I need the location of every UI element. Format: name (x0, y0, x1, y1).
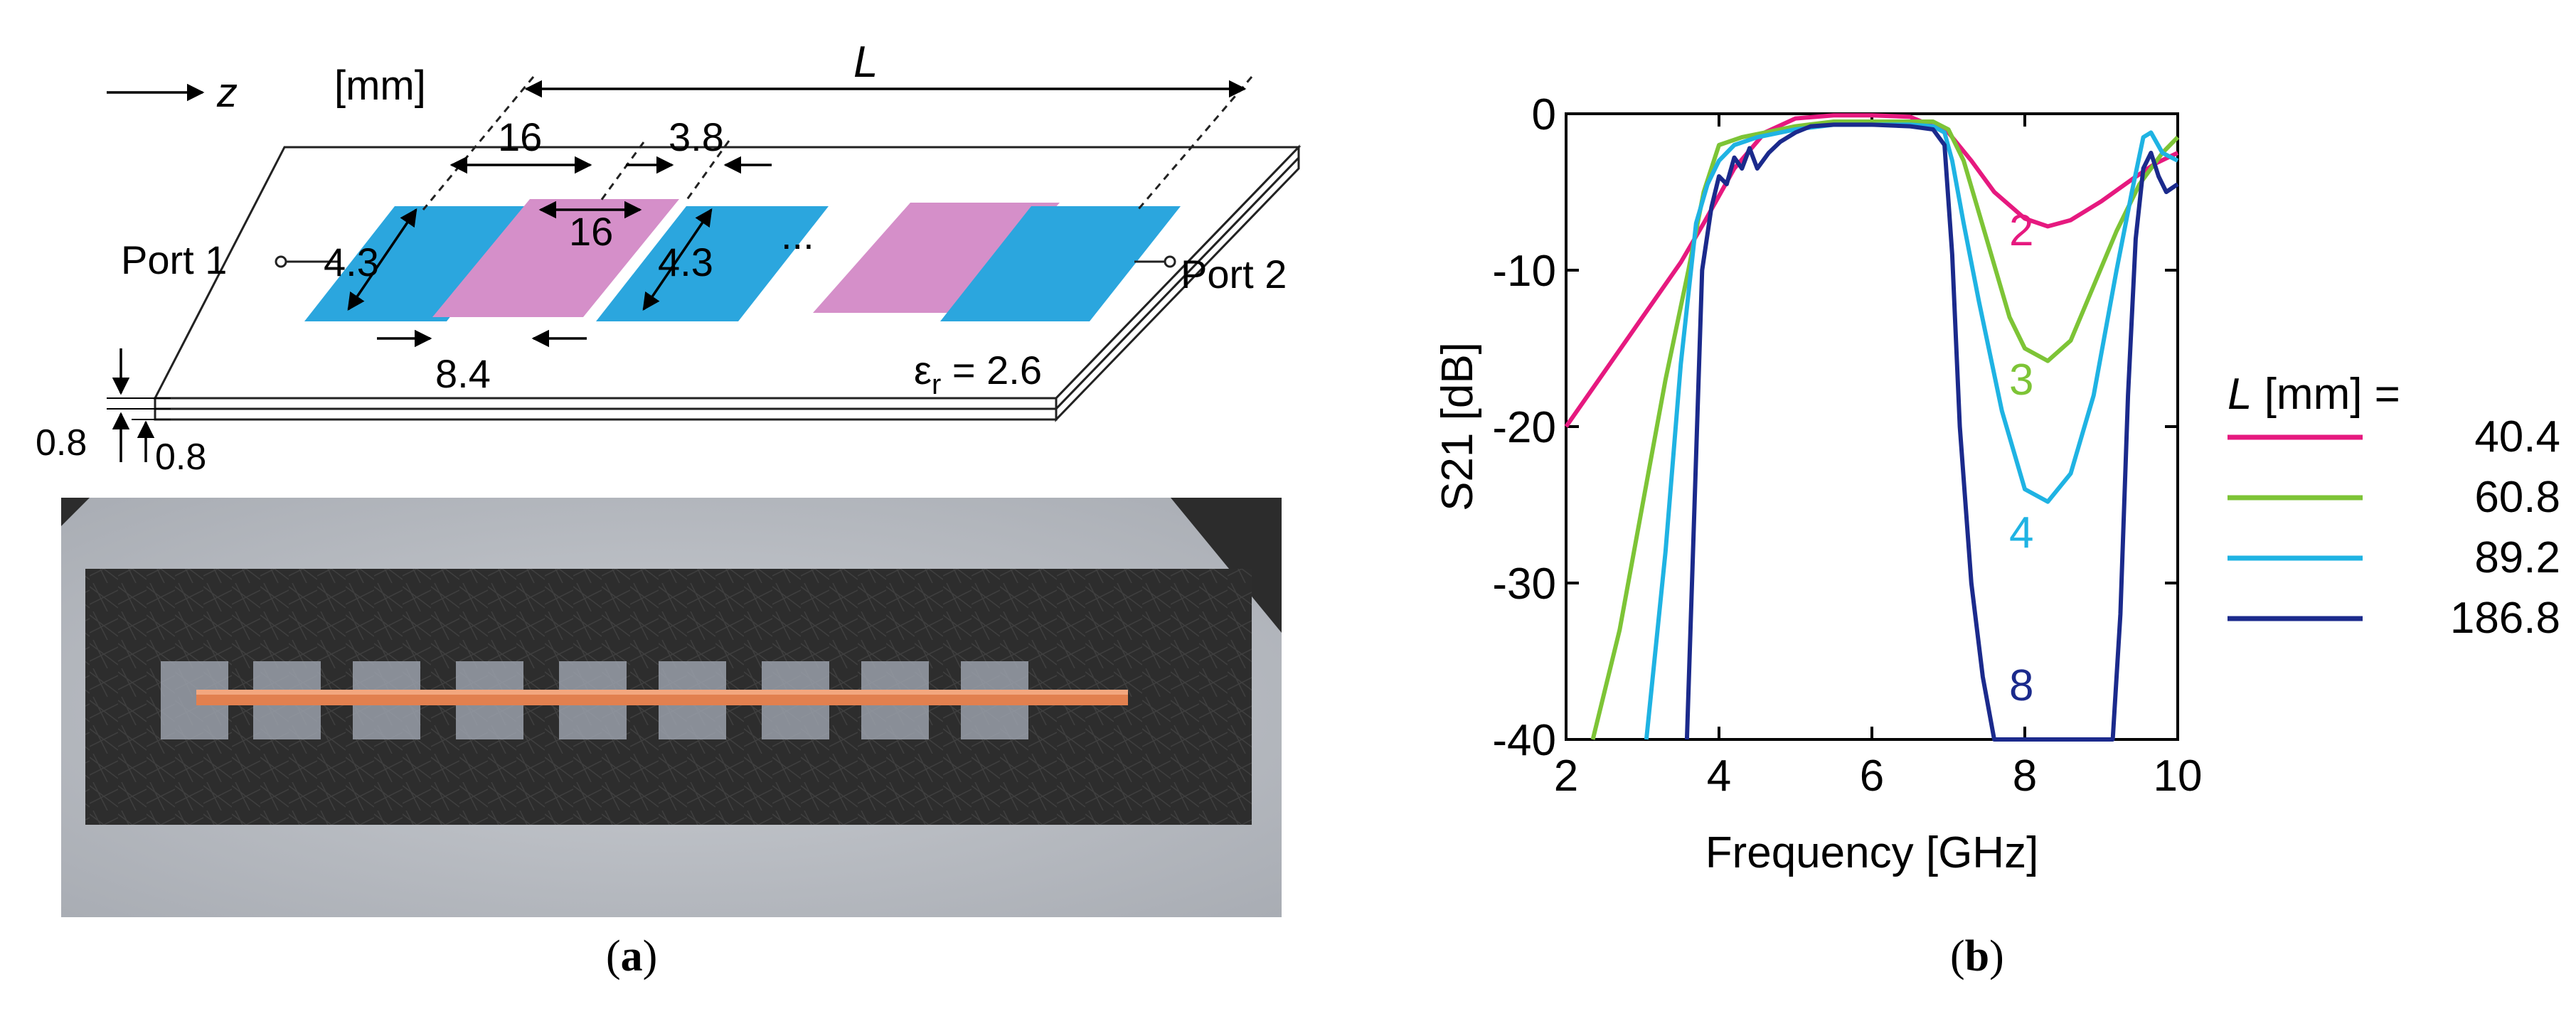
caption-a-letter: a (620, 932, 643, 980)
dim-patch-width-2: 16 (569, 209, 613, 254)
filter-photo (61, 498, 1282, 917)
legend-label: 60.8 (2474, 473, 2560, 522)
pink-patch-1 (432, 199, 679, 317)
y-tick-label: -40 (1492, 716, 1556, 765)
x-axis-label: Frequency [GHz] (1705, 828, 2039, 877)
dim-height-2: 4.3 (658, 240, 713, 284)
caption-b: (b) (1950, 932, 2004, 980)
legend-title: L [mm] = (2228, 370, 2400, 419)
legend-label: 89.2 (2474, 533, 2560, 582)
legend-title-symbol: L (2228, 370, 2252, 419)
legend-title-unit: [mm] = (2252, 370, 2400, 419)
y-axis-label: S21 [dB] (1433, 342, 1482, 511)
curve-label-40-4: 2 (2009, 206, 2033, 255)
x-tick-label: 8 (2013, 752, 2037, 801)
series-line-60-8 (1590, 119, 2180, 740)
permittivity-subscript: r (932, 369, 941, 400)
y-tick-label: 0 (1532, 90, 1556, 139)
curve-label-60-8: 3 (2009, 356, 2033, 405)
dim-gap: 3.8 (669, 114, 724, 159)
figure-panel-a: z [mm] L 16 3.8 16 4.3 4.3 ... Port 1 Po… (36, 38, 1302, 980)
dimension-arrows (107, 80, 1247, 462)
thickness-label-1: 0.8 (36, 422, 87, 464)
port1-label: Port 1 (121, 237, 227, 282)
length-label: L (853, 38, 878, 87)
blue-patch-3 (940, 206, 1181, 321)
y-tick-label: -10 (1492, 247, 1556, 296)
curve-label-186-8: 8 (2009, 661, 2033, 710)
x-tick-label: 4 (1707, 752, 1731, 801)
unit-label: [mm] (334, 63, 426, 109)
ellipsis: ... (781, 213, 814, 257)
caption-b-letter: b (1964, 932, 1990, 980)
series-line-89-2 (1644, 122, 2179, 740)
y-tick-label: -20 (1492, 403, 1556, 452)
legend-label: 40.4 (2474, 412, 2560, 461)
curve-label-89-2: 4 (2009, 508, 2033, 557)
port2-label: Port 2 (1181, 252, 1287, 296)
x-tick-label: 2 (1554, 752, 1578, 801)
reference-lines (422, 76, 1253, 210)
series-line-40-4 (1564, 113, 2179, 428)
thickness-label-2: 0.8 (155, 437, 206, 478)
y-tick-label: -30 (1492, 560, 1556, 609)
z-axis-label: z (216, 70, 238, 116)
series-line-186-8 (1684, 122, 2179, 742)
x-tick-label: 10 (2154, 752, 2203, 801)
pink-patch-2 (813, 203, 1060, 313)
caption-a: (a) (606, 932, 658, 980)
filter-schematic: z [mm] L 16 3.8 16 4.3 4.3 ... Port 1 Po… (36, 38, 1302, 478)
dim-height-1: 4.3 (324, 240, 379, 284)
permittivity-value: = 2.6 (941, 348, 1042, 392)
permittivity-label: εr = 2.6 (914, 348, 1042, 400)
x-tick-label: 6 (1860, 752, 1884, 801)
legend: L [mm] = 40.4 60.8 89.2 186.8 (2228, 370, 2560, 643)
port-leads (275, 255, 1176, 268)
dim-offset: 8.4 (435, 351, 491, 396)
dim-patch-width: 16 (498, 114, 542, 159)
legend-label: 186.8 (2450, 594, 2560, 643)
s21-chart: 2 4 6 8 10 0 -10 -20 -30 -40 S21 [dB] Frequency [… (1433, 90, 2560, 877)
permittivity-symbol: ε (914, 348, 932, 392)
figure-panel-b: 2 4 6 8 10 0 -10 -20 -30 -40 S21 [dB] Frequency [… (1351, 0, 2576, 1021)
